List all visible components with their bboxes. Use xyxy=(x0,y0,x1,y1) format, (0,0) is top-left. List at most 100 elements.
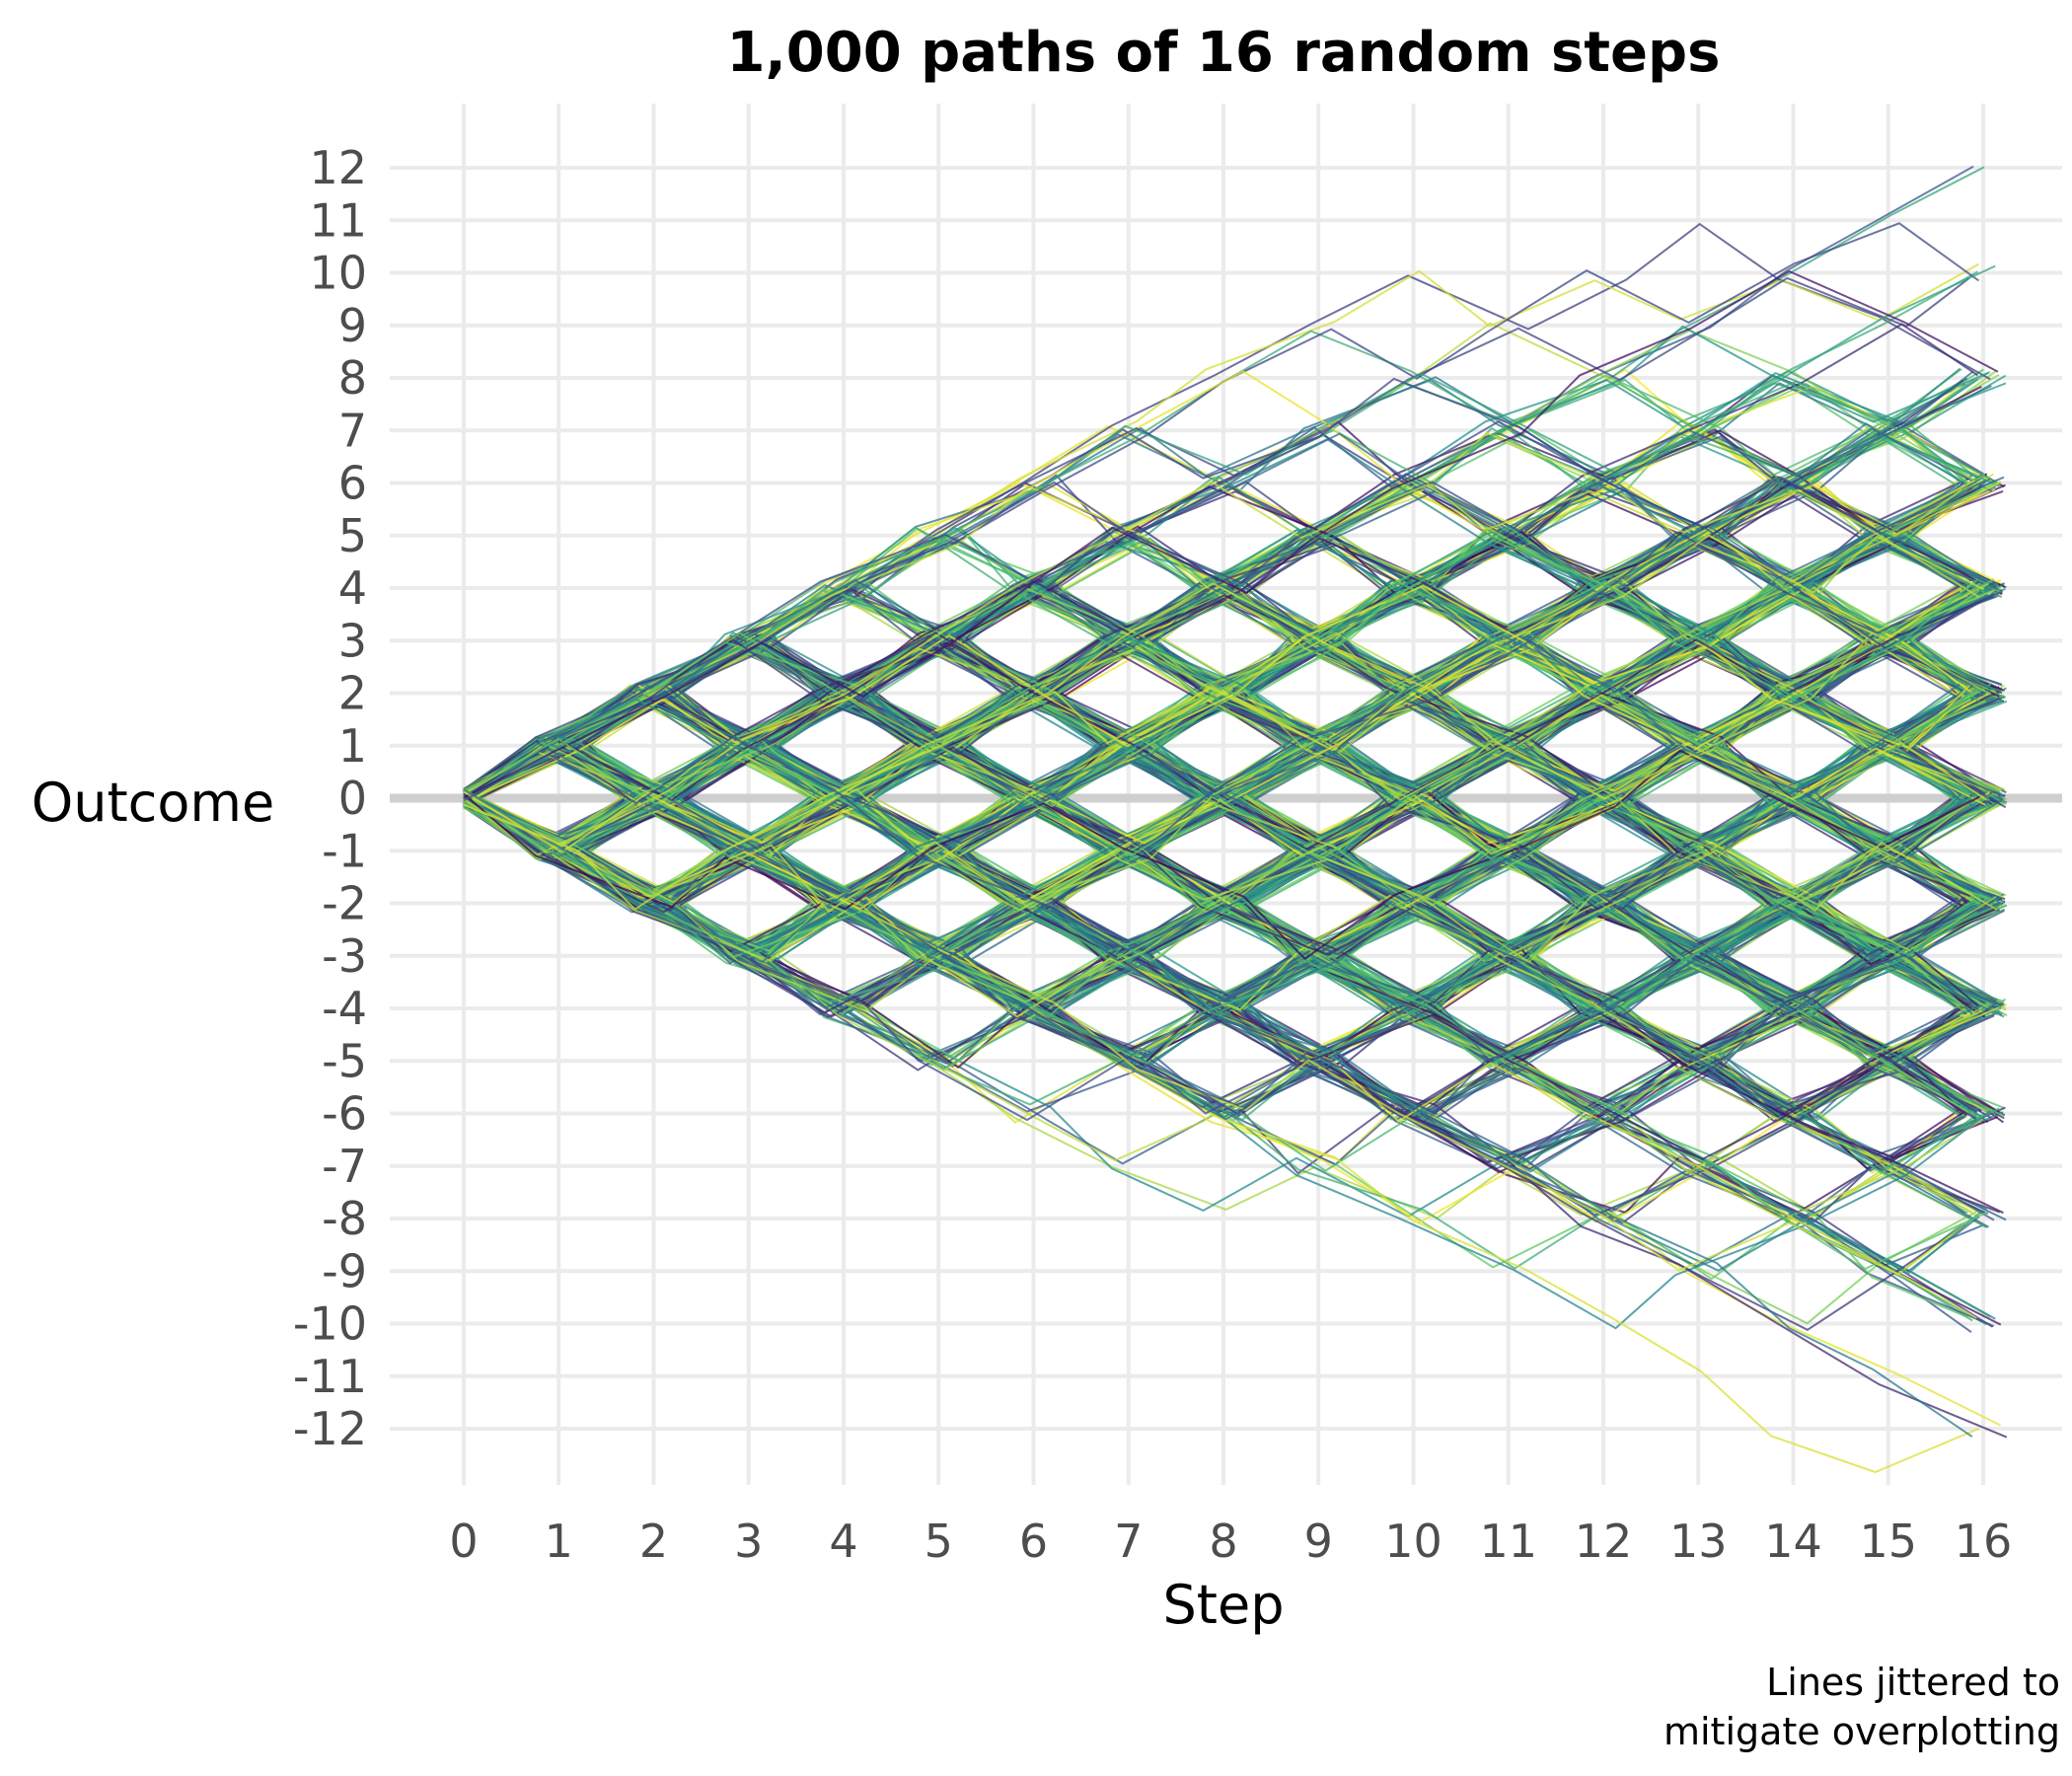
random-walk-path xyxy=(463,806,1978,1058)
random-walk-path xyxy=(463,377,1997,800)
random-walk-path xyxy=(463,534,1993,857)
x-tick-label: 2 xyxy=(639,1515,668,1568)
caption-line-1: Lines jittered to xyxy=(1766,1661,2060,1704)
random-walk-path xyxy=(463,794,1970,1167)
random-walk-path xyxy=(463,740,2002,1009)
random-walk-path xyxy=(463,473,1994,798)
y-axis-tick-labels: 1211109876543210-1-2-3-4-5-6-7-8-9-10-11… xyxy=(293,141,367,1455)
random-walk-path xyxy=(463,797,2007,1121)
y-tick-label: -6 xyxy=(322,1087,367,1141)
random-walk-path xyxy=(463,474,1992,799)
y-tick-label: -12 xyxy=(293,1402,367,1455)
random-walk-path xyxy=(463,688,1971,898)
y-tick-label: 1 xyxy=(338,719,367,773)
random-walk-path xyxy=(463,690,2001,1001)
random-walk-path xyxy=(463,692,1982,902)
random-walk-path xyxy=(463,740,1966,903)
y-tick-label: 4 xyxy=(338,561,367,615)
y-tick-label: 2 xyxy=(338,667,367,720)
random-walk-path xyxy=(463,634,1961,964)
random-walk-path xyxy=(463,385,1992,793)
random-walk-path xyxy=(463,789,1992,1115)
random-walk-path xyxy=(463,787,1997,1003)
random-walk-path xyxy=(463,805,1992,1124)
y-tick-label: 0 xyxy=(338,772,367,825)
random-walk-path xyxy=(463,736,1977,963)
y-tick-label: 6 xyxy=(338,457,367,510)
y-axis-title: Outcome xyxy=(32,772,274,834)
x-tick-label: 8 xyxy=(1209,1515,1237,1568)
random-walk-path xyxy=(463,276,1970,793)
y-tick-label: -7 xyxy=(322,1140,367,1193)
random-walk-path xyxy=(463,269,1999,799)
random-walk-path xyxy=(463,481,1980,857)
y-tick-label: 10 xyxy=(309,247,367,300)
x-tick-label: 9 xyxy=(1304,1515,1333,1568)
random-walk-path xyxy=(463,790,1973,1117)
random-walk-path xyxy=(463,580,1989,908)
y-tick-label: 7 xyxy=(338,404,367,457)
y-tick-label: -2 xyxy=(322,877,367,930)
y-tick-label: -11 xyxy=(293,1350,367,1403)
random-walk-path xyxy=(463,475,1966,797)
random-walk-path xyxy=(463,479,1997,798)
random-walk-path xyxy=(463,788,1995,1114)
x-tick-label: 10 xyxy=(1384,1515,1443,1568)
y-tick-label: 11 xyxy=(309,193,367,247)
random-walk-path xyxy=(463,534,1985,853)
y-tick-label: 9 xyxy=(338,299,367,352)
caption-line-2: mitigate overplotting xyxy=(1664,1710,2060,1753)
x-tick-label: 7 xyxy=(1114,1515,1143,1568)
random-walk-path xyxy=(463,481,1997,855)
x-tick-label: 6 xyxy=(1019,1515,1048,1568)
y-tick-label: -4 xyxy=(322,982,367,1035)
y-tick-label: -10 xyxy=(293,1297,367,1351)
random-walk-path xyxy=(463,749,1981,961)
x-tick-label: 14 xyxy=(1764,1515,1822,1568)
x-axis-title: Step xyxy=(1163,1574,1285,1636)
random-walk-path xyxy=(463,587,1962,911)
random-walk-path xyxy=(463,478,1991,799)
random-walk-path xyxy=(463,585,1997,902)
y-tick-label: 5 xyxy=(338,509,367,562)
x-tick-label: 4 xyxy=(829,1515,857,1568)
random-walk-path xyxy=(463,802,2008,1067)
random-walk-path xyxy=(463,736,2005,1064)
random-walk-path xyxy=(463,581,1987,911)
y-tick-label: 3 xyxy=(338,614,367,667)
random-walk-path xyxy=(463,583,1970,858)
x-tick-label: 1 xyxy=(545,1515,573,1568)
random-walk-path xyxy=(463,736,1979,1071)
x-tick-label: 5 xyxy=(925,1515,953,1568)
random-walk-path xyxy=(463,380,1992,804)
y-tick-label: 8 xyxy=(338,351,367,405)
random-walk-path xyxy=(463,582,1972,902)
random-walk-path xyxy=(463,803,1998,958)
random-walk-path xyxy=(463,788,1994,1115)
x-tick-label: 0 xyxy=(449,1515,478,1568)
random-walk-path xyxy=(463,583,1973,798)
x-tick-label: 11 xyxy=(1479,1515,1537,1568)
x-axis-tick-labels: 0 1 2 3 4 5 6 7 8 9 10 11 12 13 14 15 16 xyxy=(449,1515,2012,1568)
random-walk-path xyxy=(463,751,1976,955)
x-tick-label: 15 xyxy=(1859,1515,1917,1568)
y-tick-label: -9 xyxy=(322,1244,367,1297)
random-walk-path xyxy=(463,746,1968,1004)
random-walk-path xyxy=(463,792,1973,1116)
random-walk-path xyxy=(463,481,1976,790)
random-walk-path xyxy=(463,736,2003,913)
random-walk-paths xyxy=(463,165,2008,1474)
random-walk-path xyxy=(463,594,1968,912)
y-tick-label: -3 xyxy=(322,929,367,983)
x-tick-label: 13 xyxy=(1669,1515,1728,1568)
y-tick-label: -5 xyxy=(322,1034,367,1087)
chart-title: 1,000 paths of 16 random steps xyxy=(727,21,1721,85)
random-walk-path xyxy=(463,737,1988,905)
random-walk-path xyxy=(463,631,1979,791)
y-tick-label: -1 xyxy=(322,824,367,877)
x-tick-label: 12 xyxy=(1575,1515,1633,1568)
random-walk-path xyxy=(463,636,1995,956)
random-walk-path xyxy=(463,490,1979,807)
